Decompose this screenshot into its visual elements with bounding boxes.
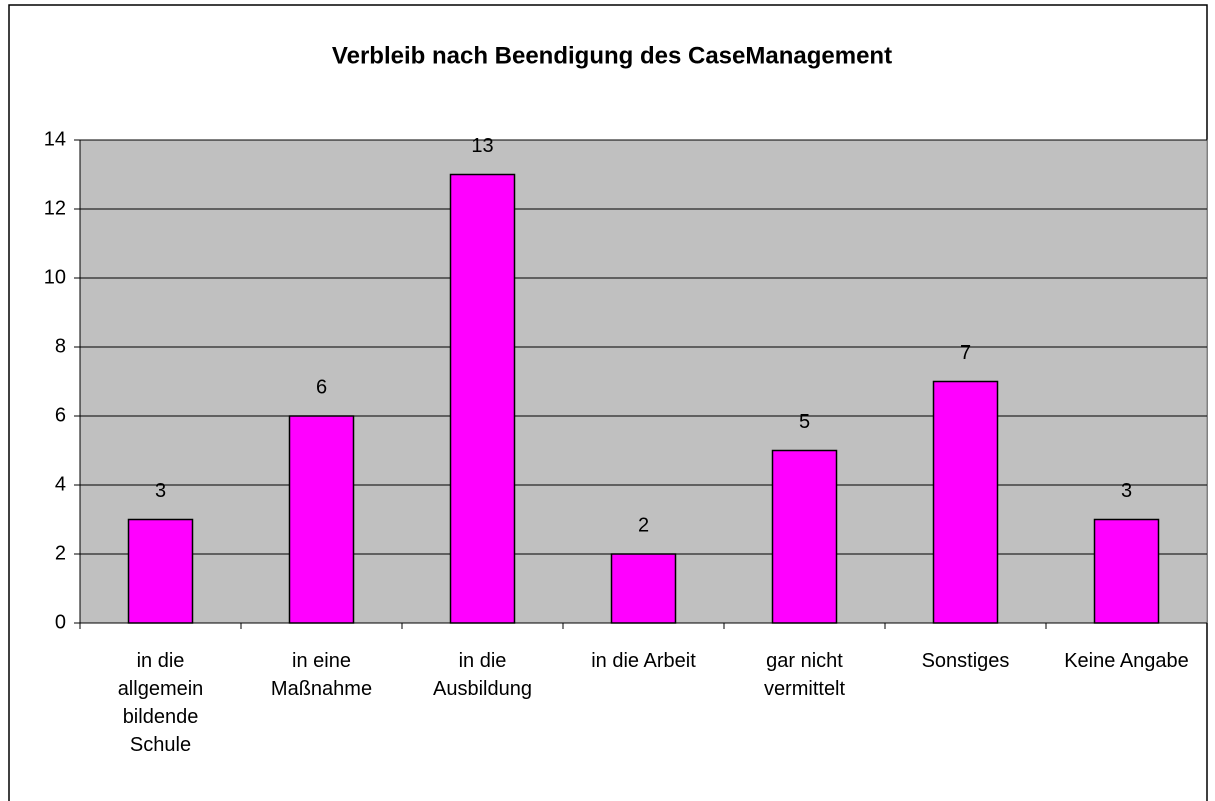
bar [1093,518,1160,624]
bar [288,415,355,624]
y-tick-label: 0 [55,611,66,633]
x-tick-label: in die Ausbildung [433,650,532,700]
x-tick-label: gar nicht vermittelt [763,650,846,700]
data-label: 3 [155,480,166,502]
bar [610,553,677,624]
bar [932,380,999,624]
data-label: 2 [638,514,649,536]
data-label: 5 [799,411,810,433]
chart-title: Verbleib nach Beendigung des CaseManagem… [332,42,892,69]
bar [771,449,838,624]
y-tick-label: 4 [55,473,66,495]
y-tick-label: 6 [55,404,66,426]
x-tick-label: in die allgemein bildende Schule [117,650,204,756]
data-label: 3 [1121,480,1132,502]
bar [449,173,516,624]
data-label: 6 [316,376,327,398]
plot-area [79,139,1208,624]
data-label: 7 [960,342,971,364]
y-tick-label: 8 [55,335,66,357]
y-tick-label: 14 [44,128,66,150]
y-tick-label: 10 [44,266,66,288]
data-label: 13 [471,135,493,157]
bar [127,518,194,624]
x-tick-label: Keine Angabe [1064,650,1189,672]
y-tick-label: 12 [44,197,66,219]
x-tick-label: in eine Maßnahme [270,650,373,700]
y-tick-label: 2 [55,542,66,564]
x-tick-label: Sonstiges [921,650,1010,672]
x-tick-label: in die Arbeit [591,650,696,672]
